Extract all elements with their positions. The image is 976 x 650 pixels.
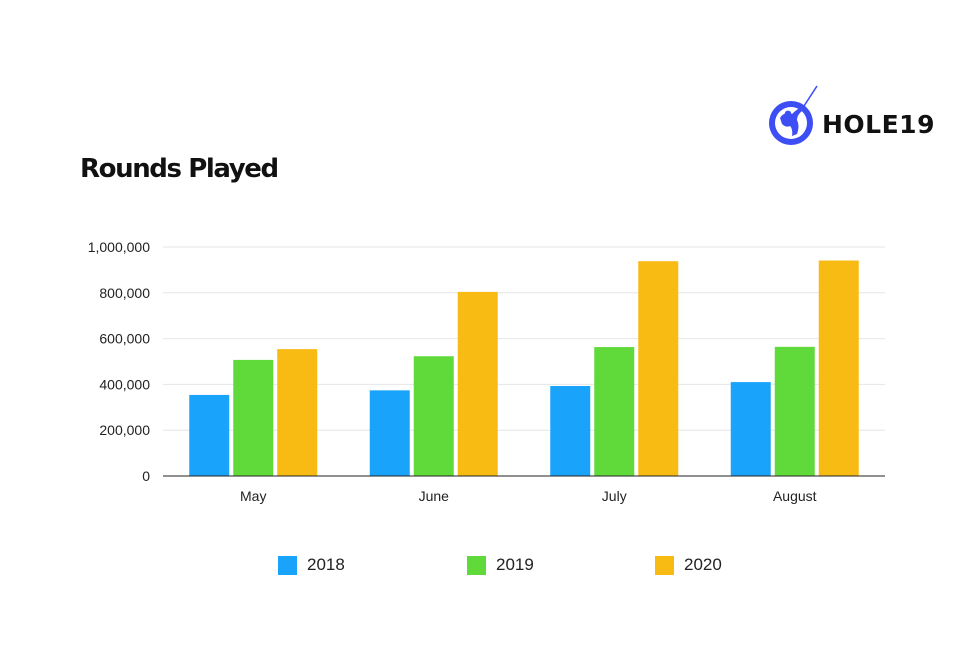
chart-legend: 2018 2019 2020 — [0, 555, 976, 581]
brand-logo: HOLE19 — [766, 84, 936, 148]
y-axis: 0 200,000 400,000 600,000 800,000 1,000,000 — [88, 239, 151, 484]
legend-swatch — [655, 555, 674, 575]
bar-2020-july — [638, 261, 679, 476]
x-axis: May June July August — [163, 475, 885, 504]
legend-item-2018: 2018 — [278, 555, 345, 575]
bar-2018-july — [550, 386, 591, 476]
x-tick-label: June — [419, 488, 450, 504]
y-tick-label: 800,000 — [99, 285, 150, 301]
y-tick-label: 0 — [142, 468, 150, 484]
legend-label: 2020 — [684, 555, 722, 574]
bar-2018-june — [369, 390, 410, 476]
legend-swatch — [278, 555, 297, 575]
x-tick-label: May — [240, 488, 266, 504]
legend-label: 2018 — [307, 555, 345, 574]
bar-2018-august — [730, 382, 771, 476]
y-tick-label: 600,000 — [99, 331, 150, 347]
legend-swatch — [467, 555, 486, 575]
brand-name: HOLE19 — [822, 109, 935, 139]
bar-2019-may — [233, 359, 274, 476]
legend-item-2020: 2020 — [655, 555, 722, 575]
y-tick-label: 1,000,000 — [88, 239, 150, 255]
bar-2019-august — [774, 346, 815, 476]
bar-2018-may — [189, 394, 230, 476]
y-tick-label: 200,000 — [99, 422, 150, 438]
bar-2020-june — [457, 291, 498, 476]
bar-2019-june — [413, 356, 454, 476]
x-tick-label: August — [773, 488, 817, 504]
x-tick-label: July — [602, 488, 627, 504]
legend-item-2019: 2019 — [467, 555, 534, 575]
golfer-icon — [766, 84, 818, 148]
y-tick-label: 400,000 — [99, 376, 150, 392]
bar-2020-may — [277, 349, 318, 476]
chart-title: Rounds Played — [80, 154, 279, 184]
bar-2020-august — [818, 260, 859, 476]
legend-label: 2019 — [496, 555, 534, 574]
chart-bars — [189, 260, 859, 476]
bar-2019-july — [594, 347, 635, 476]
